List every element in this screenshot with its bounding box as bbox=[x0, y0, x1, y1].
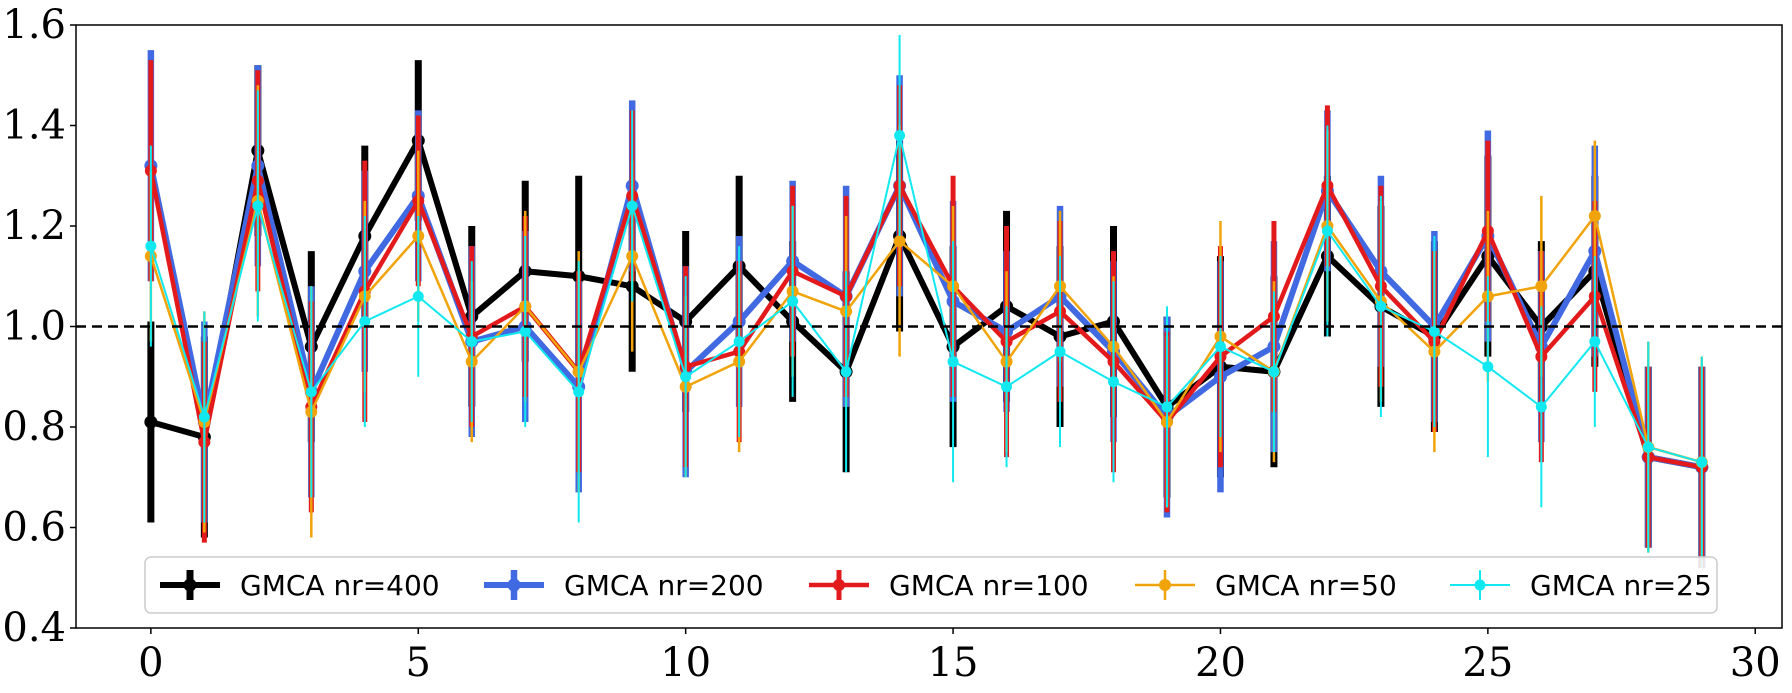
x-tick-label: 10 bbox=[660, 640, 711, 686]
data-point bbox=[947, 356, 959, 368]
legend-swatch-marker bbox=[507, 578, 521, 592]
data-point bbox=[1642, 441, 1654, 453]
data-point bbox=[626, 200, 638, 212]
data-point bbox=[1589, 336, 1601, 348]
data-point bbox=[1054, 346, 1066, 358]
legend-entry: GMCA nr=100 bbox=[809, 569, 1089, 602]
legend-swatch-marker bbox=[1159, 579, 1171, 591]
y-tick-label: 0.6 bbox=[2, 505, 66, 551]
x-tick-label: 0 bbox=[138, 640, 163, 686]
series-layer bbox=[144, 35, 1709, 568]
x-tick-label: 30 bbox=[1730, 640, 1781, 686]
y-tick-label: 0.4 bbox=[2, 605, 66, 651]
data-point bbox=[305, 386, 317, 398]
series-line bbox=[149, 134, 1703, 464]
y-tick-label: 1.4 bbox=[2, 103, 66, 149]
legend-entry: GMCA nr=400 bbox=[160, 569, 440, 602]
legend-label: GMCA nr=50 bbox=[1215, 569, 1397, 602]
y-tick-label: 0.8 bbox=[2, 404, 66, 450]
legend: GMCA nr=400 GMCA nr=200 GMCA nr=100 GMCA nr… bbox=[144, 556, 1718, 614]
x-tick-label: 15 bbox=[928, 640, 979, 686]
data-point bbox=[252, 200, 264, 212]
data-point bbox=[519, 326, 531, 338]
series-line bbox=[147, 162, 1703, 471]
data-point bbox=[1535, 401, 1547, 413]
data-point bbox=[1375, 300, 1387, 312]
data-point bbox=[733, 336, 745, 348]
y-tick-label: 1.0 bbox=[2, 304, 66, 350]
legend-entry: GMCA nr=50 bbox=[1135, 569, 1397, 602]
data-point bbox=[144, 415, 158, 429]
data-point bbox=[412, 290, 424, 302]
y-tick-label: 1.2 bbox=[2, 203, 66, 249]
legend-label: GMCA nr=25 bbox=[1530, 569, 1712, 602]
legend-swatch-marker bbox=[833, 579, 845, 591]
data-point bbox=[359, 315, 371, 327]
data-point bbox=[1535, 280, 1548, 293]
data-point bbox=[1696, 456, 1708, 468]
legend-entry: GMCA nr=25 bbox=[1450, 569, 1712, 602]
legend-label: GMCA nr=200 bbox=[564, 569, 764, 602]
data-point bbox=[1214, 341, 1226, 353]
data-point bbox=[1428, 326, 1440, 338]
legend-label: GMCA nr=400 bbox=[240, 569, 440, 602]
data-point bbox=[573, 386, 585, 398]
x-tick-label: 25 bbox=[1462, 640, 1513, 686]
legend-swatch-marker bbox=[1474, 579, 1486, 591]
data-point bbox=[466, 336, 478, 348]
data-point bbox=[787, 295, 799, 307]
data-point bbox=[1321, 225, 1333, 237]
legend-swatch-marker bbox=[183, 578, 197, 592]
x-tick-label: 5 bbox=[406, 640, 431, 686]
data-point bbox=[1482, 361, 1494, 373]
x-tick-label: 20 bbox=[1195, 640, 1246, 686]
series-line bbox=[149, 199, 1703, 464]
data-point bbox=[145, 240, 157, 252]
data-point bbox=[1108, 376, 1120, 388]
data-point bbox=[680, 371, 692, 383]
legend-entry: GMCA nr=200 bbox=[484, 569, 764, 602]
data-point bbox=[1161, 401, 1173, 413]
data-point bbox=[198, 411, 210, 423]
legend-box bbox=[144, 556, 1718, 614]
data-point bbox=[840, 366, 852, 378]
data-point bbox=[893, 235, 906, 248]
data-point bbox=[894, 130, 906, 142]
data-point bbox=[1001, 381, 1013, 393]
legend-label: GMCA nr=100 bbox=[889, 569, 1089, 602]
data-point bbox=[1588, 209, 1601, 222]
series-5 bbox=[145, 35, 1708, 568]
y-tick-label: 1.6 bbox=[2, 2, 66, 48]
series-line bbox=[148, 170, 1703, 470]
data-point bbox=[1268, 366, 1280, 378]
